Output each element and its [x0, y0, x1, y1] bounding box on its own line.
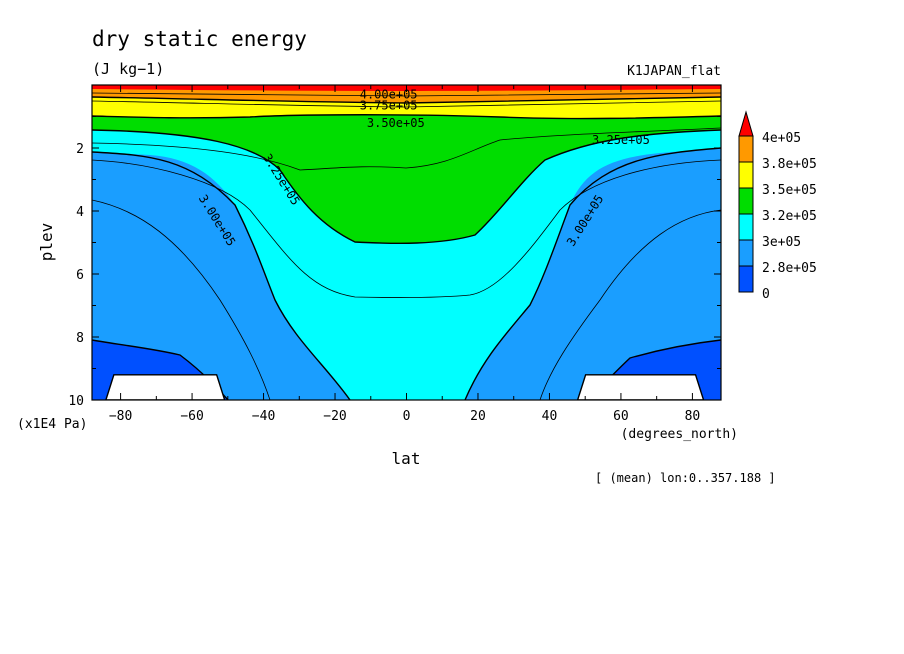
contour-line [92, 92, 721, 97]
x-tick-label: 40 [542, 409, 558, 424]
missing-data-regions [105, 374, 705, 400]
contour-line [464, 147, 721, 400]
x-axis-label: lat [392, 449, 421, 468]
x-tick-label: −80 [109, 409, 132, 424]
contour-line [92, 127, 721, 171]
colorbar-swatch [738, 187, 754, 215]
colorbar-swatch [738, 110, 754, 137]
colorbar-swatch [738, 213, 754, 241]
missing-data-region [105, 374, 226, 400]
colorbar-label: 0 [762, 287, 770, 302]
x-tick-label: 20 [470, 409, 486, 424]
band-green [92, 85, 721, 244]
x-axis: −80 −60 −40 −20 0 20 40 60 80 [109, 85, 700, 424]
contour-line [92, 129, 721, 244]
contour-label: 3.75e+05 [360, 98, 418, 112]
y-tick-label: 4 [76, 205, 84, 220]
x-tick-label: −60 [180, 409, 203, 424]
y-tick-label: 10 [68, 394, 84, 409]
x-tick-label: 80 [685, 409, 701, 424]
footnote: [ (mean) lon:0..357.188 ] [595, 471, 776, 485]
contour-line [92, 100, 721, 108]
y-axis: 2 4 6 8 10 [68, 116, 721, 409]
colorbar-label: 3.2e+05 [762, 209, 817, 224]
x-tick-label: −40 [252, 409, 275, 424]
colorbar-swatch [738, 239, 754, 267]
missing-data-region [576, 374, 705, 400]
x-tick-label: 0 [403, 409, 411, 424]
colorbar-swatch [738, 135, 754, 163]
colorbar-label: 3.5e+05 [762, 183, 817, 198]
colorbar-label: 2.8e+05 [762, 261, 817, 276]
contour-line [92, 96, 721, 104]
contour-line [92, 199, 271, 400]
band-blue-left [92, 152, 350, 400]
y-axis-units: (x1E4 Pa) [17, 417, 87, 432]
contour-label: 3.50e+05 [367, 116, 425, 130]
colorbar-label: 3e+05 [762, 235, 801, 250]
x-tick-label: 60 [613, 409, 629, 424]
y-axis-label: plev [37, 223, 56, 262]
chart-units: (J kg−1) [92, 60, 164, 78]
y-tick-label: 2 [76, 142, 84, 157]
colorbar-label: 3.8e+05 [762, 157, 817, 172]
colorbar-swatch [738, 161, 754, 189]
band-blue-right [465, 148, 721, 400]
dataset-name: K1JAPAN_flat [627, 64, 721, 79]
colorbar: 4e+05 3.8e+05 3.5e+05 3.2e+05 3e+05 2.8e+05 0 [738, 110, 817, 302]
contour-label: 4.00e+05 [360, 87, 418, 101]
chart-title: dry static energy [92, 27, 307, 51]
x-axis-units: (degrees_north) [621, 427, 738, 442]
y-tick-label: 8 [76, 331, 84, 346]
contour-line [539, 209, 721, 400]
colorbar-label: 4e+05 [762, 131, 801, 146]
x-tick-label: −20 [323, 409, 346, 424]
plot-area [92, 85, 721, 400]
y-tick-label: 6 [76, 268, 84, 283]
contour-line [92, 114, 721, 120]
colorbar-swatch [738, 265, 754, 293]
contour-label: 3.25e+05 [592, 133, 650, 147]
contour-line [92, 151, 351, 400]
